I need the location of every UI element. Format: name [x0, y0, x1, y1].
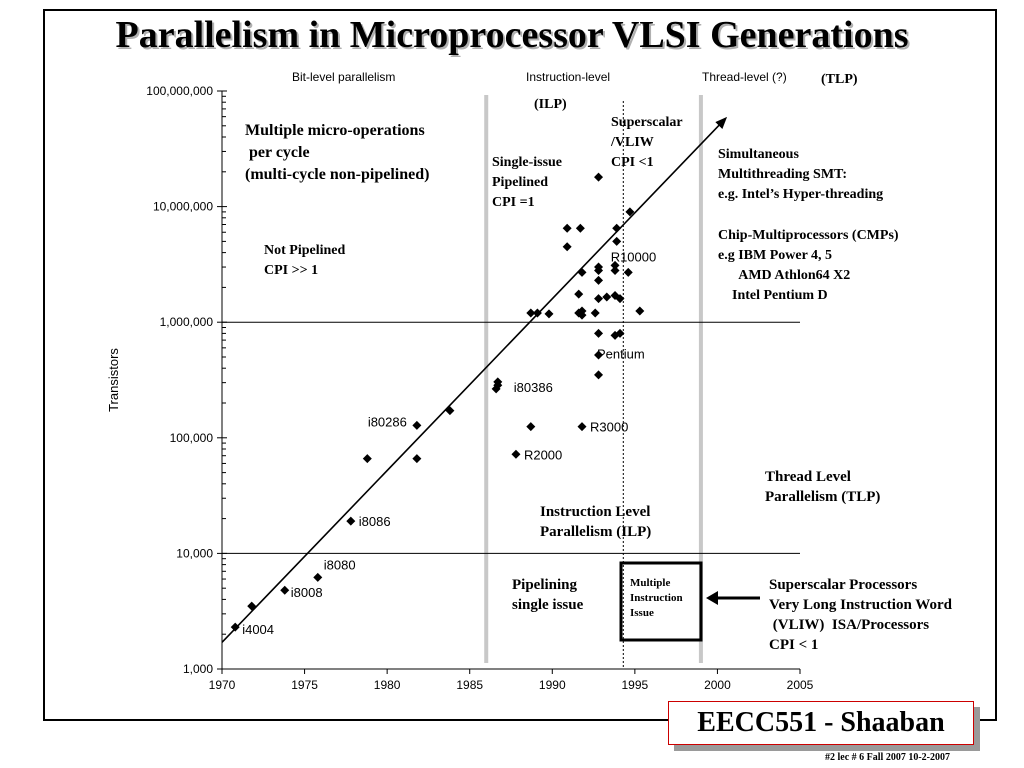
header-bit-level: Bit-level parallelism [292, 70, 396, 84]
data-point-marker [313, 572, 323, 582]
y-tick-label: 100,000,000 [146, 84, 213, 98]
x-tick-label: 1975 [291, 678, 318, 692]
annotation-ilp: Instruction Level Parallelism (ILP) [540, 504, 652, 540]
data-point-marker [612, 223, 622, 233]
data-point-label: Pentium [597, 346, 645, 361]
data-point-label: R3000 [590, 420, 628, 435]
data-point-label: i4004 [242, 622, 274, 637]
y-tick-label: 10,000 [176, 546, 213, 560]
data-point-marker [594, 262, 604, 272]
header-instruction-level: Instruction-level [526, 70, 611, 84]
annotation-multiple-issue: Multiple Instruction Issue [630, 577, 683, 619]
data-point-marker [574, 289, 584, 299]
data-point-marker [445, 406, 455, 416]
footer-lecture-note: #2 lec # 6 Fall 2007 10-2-2007 [825, 752, 950, 763]
data-point-marker [594, 328, 604, 338]
data-point-marker [362, 454, 372, 464]
data-point-label: i80386 [514, 380, 553, 395]
data-point-label: i80286 [368, 414, 407, 429]
x-tick-label: 2005 [787, 678, 814, 692]
annotation-superscalar-processors: Superscalar Processors Very Long Instruc… [769, 577, 952, 653]
trend-line-arrow [221, 116, 728, 643]
data-point-marker [562, 223, 572, 233]
data-point-label: R10000 [611, 249, 657, 264]
data-point-marker [526, 422, 536, 432]
data-point-marker [577, 422, 587, 432]
data-point-marker [635, 306, 645, 316]
annotation-multi-micro-ops: Multiple micro-operations per cycle (mul… [245, 122, 430, 183]
data-point-marker [615, 294, 625, 304]
data-point-marker [612, 236, 622, 246]
y-tick-label: 100,000 [170, 431, 214, 445]
data-point-marker [610, 266, 620, 276]
data-point-marker [412, 420, 422, 430]
data-point-marker [230, 622, 240, 632]
header-thread-level: Thread-level (?) [702, 70, 787, 84]
tlp-tag: (TLP) [821, 72, 858, 87]
pointer-arrow-head [706, 591, 718, 605]
x-tick-label: 1995 [622, 678, 649, 692]
data-point-marker [526, 308, 536, 318]
data-point-label: R2000 [524, 447, 562, 462]
data-point-marker [602, 292, 612, 302]
slide-frame [43, 9, 997, 721]
x-tick-label: 1970 [209, 678, 236, 692]
data-point-marker [493, 377, 503, 387]
footer-course-badge: EECC551 - Shaaban [668, 701, 974, 745]
data-point-marker [590, 308, 600, 318]
data-point-marker [346, 516, 356, 526]
data-point-marker [575, 223, 585, 233]
data-point-marker [610, 260, 620, 270]
data-point-marker [594, 275, 604, 285]
annotation-tlp: Thread Level Parallelism (TLP) [765, 469, 881, 505]
x-tick-label: 1990 [539, 678, 566, 692]
data-point-marker [577, 310, 587, 320]
data-point-label: i8008 [291, 585, 323, 600]
data-point-marker [280, 585, 290, 595]
annotation-not-pipelined: Not Pipelined CPI >> 1 [264, 243, 346, 278]
data-point-marker [247, 601, 257, 611]
ilp-tag: (ILP) [534, 97, 567, 112]
annotation-smt: Simultaneous Multithreading SMT: e.g. In… [718, 147, 884, 202]
multiple-issue-box [619, 561, 703, 642]
data-point-label: i8080 [324, 557, 356, 572]
annotation-superscalar-vliw: Superscalar /VLIW CPI <1 [611, 115, 683, 170]
y-tick-label: 1,000 [183, 662, 213, 676]
data-point-marker [594, 294, 604, 304]
data-point-marker [594, 370, 604, 380]
data-point-marker [412, 454, 422, 464]
annotation-single-issue: Single-issue Pipelined CPI =1 [492, 155, 563, 210]
data-point-marker [532, 308, 542, 318]
data-point-marker [562, 242, 572, 252]
x-tick-label: 2000 [704, 678, 731, 692]
data-point-marker [625, 207, 635, 217]
annotation-pipelining: Pipelining single issue [512, 577, 584, 613]
data-point-marker [623, 267, 633, 277]
y-axis-label: Transistors [106, 348, 121, 412]
data-point-label: i8086 [359, 514, 391, 529]
data-point-marker [594, 172, 604, 182]
y-tick-label: 10,000,000 [153, 200, 213, 214]
slide-title: Parallelism in Microprocessor VLSI Gener… [115, 14, 909, 56]
y-tick-label: 1,000,000 [160, 315, 214, 329]
data-point-marker [615, 328, 625, 338]
data-point-marker [577, 267, 587, 277]
data-point-marker [544, 309, 554, 319]
data-point-marker [511, 449, 521, 459]
x-tick-label: 1985 [456, 678, 483, 692]
annotation-cmp: Chip-Multiprocessors (CMPs) e.g IBM Powe… [718, 228, 899, 303]
data-point-marker [594, 350, 604, 360]
x-tick-label: 1980 [374, 678, 401, 692]
